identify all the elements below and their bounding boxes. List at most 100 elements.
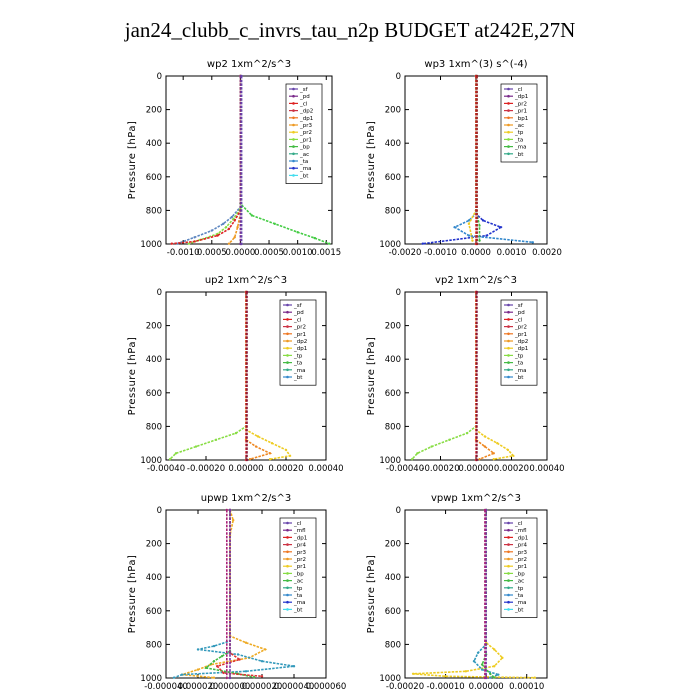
legend-label: _bt [514,375,524,381]
legend-label: _ac [514,123,524,129]
legend-marker [507,528,510,532]
legend-label: _pr1 [293,332,306,338]
data-point [453,226,456,229]
legend-label: _bp [299,145,310,151]
legend-label: _pr1 [514,332,527,338]
x-tick-label: 0.0010 [283,248,313,258]
wp3-title: wp3 1xm^(3) s^(-4) [424,59,527,70]
data-point [483,435,487,438]
x-tick-label: 0.000040 [274,682,315,692]
legend-label: _tp [514,353,524,359]
data-point [497,673,500,676]
legend-label: _ac [514,579,524,585]
legend-marker [292,145,295,148]
y-tick-label: 1000 [379,456,401,466]
series-line-ac [481,510,495,679]
legend-box [500,299,538,386]
data-point [216,234,219,237]
data-point [170,242,173,245]
legend-marker [507,109,510,112]
data-point [236,226,239,229]
legend-marker [507,543,510,546]
legend-marker [286,557,289,561]
x-tick-label: 0.00040 [308,464,343,474]
vpwp-plot-frame [404,509,548,679]
legend-label: _ta [299,159,308,165]
up2-legend: _sf_pd_cl _pr2_pr1_dp2_dp1_tp _ta_ma_bt [279,299,317,386]
data-point [296,231,299,234]
vpwp-title: vpwp 1xm^2/s^3 [431,493,521,504]
x-tick-label: -0.00010 [426,682,464,692]
legend-marker [507,550,510,554]
data-point [480,663,484,666]
legend-marker [286,354,289,357]
legend-label: _pr1 [514,109,527,115]
legend-marker [292,166,295,170]
data-point [232,217,235,220]
series-line-pr1 [468,76,477,241]
legend-label: _ma [514,368,526,374]
wp2-title: wp2 1xm^2/s^3 [207,59,291,70]
data-point [292,665,296,668]
upwp-chart: upwp 1xm^2/s^3 0 200 400 600 800 1000-0.000040… [127,493,346,692]
data-point [284,448,288,452]
data-point [499,226,503,229]
legend-marker [286,521,289,525]
data-point [489,672,492,675]
y-tick-label: 1000 [140,240,162,250]
legend-label: _bt [514,607,524,613]
data-point [472,660,476,663]
data-point [227,227,231,231]
x-tick-label: 0.00020 [268,464,303,474]
y-tick-label: 200 [385,540,401,550]
data-point [193,240,196,243]
legend-marker [286,550,289,554]
y-tick-label: 0 [396,288,401,298]
legend-label: _ma [514,600,526,606]
legend-label: _tp [514,130,524,136]
wp2-plot-frame [165,75,333,245]
vp2-ylabel: Pressure [hPa] [366,337,377,416]
data-point [194,445,198,448]
data-point [254,445,258,448]
data-point [228,508,232,512]
y-tick-label: 400 [385,573,401,583]
x-tick-label: -0.00020 [187,464,225,474]
x-tick-label: 0.000020 [178,682,219,692]
series-line-pr3 [228,76,242,245]
data-point [233,219,236,222]
legend-label: _sf [299,87,309,93]
legend-label: _bt [299,173,309,179]
data-point [467,219,471,222]
legend-marker [286,564,289,568]
y-tick-label: 0 [396,506,401,516]
data-point [174,452,178,455]
y-tick-label: 600 [385,389,401,399]
legend-label: _ma [514,145,526,151]
legend-marker [507,138,510,141]
legend-marker [507,123,510,127]
data-point [416,452,419,455]
data-point [489,676,492,679]
data-point [475,290,479,294]
data-point [480,668,484,671]
up2-ylabel: Pressure [hPa] [127,337,138,416]
up2-title: up2 1xm^2/s^3 [205,275,287,286]
data-point [187,242,191,245]
series-line-ta [177,76,242,245]
y-tick-label: 200 [385,322,401,332]
legend-label: _dp1 [514,346,528,352]
data-point [493,676,496,679]
legend-label: _pr3 [293,550,307,556]
x-tick-label: -0.0010 [167,248,200,258]
legend-marker [292,109,295,112]
legend-marker [507,608,510,611]
legend-label: _ma [299,166,311,172]
legend-marker [507,130,510,134]
legend-box [500,83,538,163]
series-line-pr1 [411,292,477,460]
legend-marker [507,579,510,582]
legend-label: _ta [293,361,302,367]
legend-label: _pr2 [299,130,312,136]
data-point [533,676,537,679]
